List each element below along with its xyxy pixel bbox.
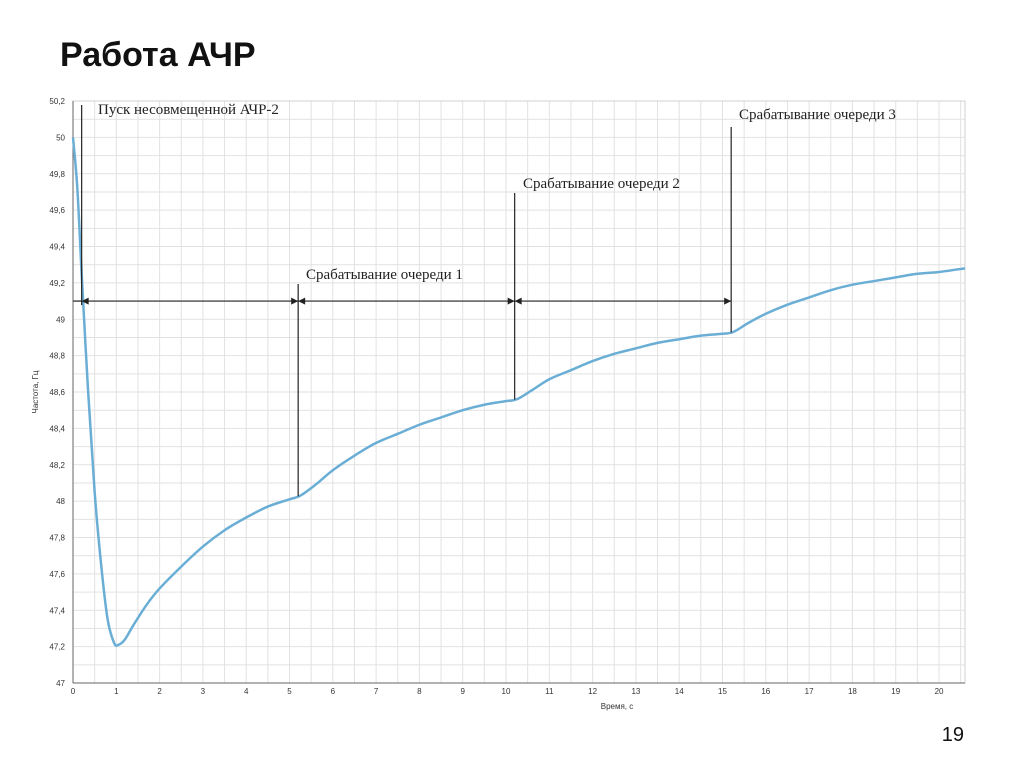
arrowhead-left [514,297,522,305]
x-axis-label: Время, с [601,702,634,711]
x-tick-label: 0 [71,687,76,696]
x-tick-label: 12 [588,687,597,696]
x-tick-label: 8 [417,687,422,696]
x-tick-label: 13 [631,687,640,696]
y-tick-label: 48,8 [49,352,65,361]
y-tick-label: 50,2 [49,97,65,106]
arrowhead-right [724,297,732,305]
arrowhead-left [298,297,306,305]
x-tick-label: 15 [718,687,727,696]
y-tick-label: 47,6 [49,570,65,579]
x-tick-label: 18 [848,687,857,696]
x-tick-label: 3 [201,687,206,696]
event-label: Срабатывание очереди 1 [306,267,463,283]
arrowhead-left [81,297,89,305]
x-tick-label: 19 [891,687,900,696]
y-tick-label: 47 [56,679,65,688]
y-tick-label: 49,4 [49,243,65,252]
x-tick-label: 9 [460,687,465,696]
chart-ticks: 0 1 2 3 4 5 6 7 8 9 10 11 12 13 14 15 16 17 18 19 2050,25049… [49,97,944,696]
y-tick-label: 49,8 [49,170,65,179]
y-tick-label: 49 [56,315,65,324]
page-number: 19 [941,724,964,746]
x-tick-label: 20 [935,687,944,696]
y-tick-label: 49,2 [49,279,65,288]
x-tick-label: 17 [805,687,814,696]
x-tick-label: 1 [114,687,119,696]
y-tick-label: 48 [56,497,65,506]
chart-grid [72,100,966,684]
event-label: Срабатывание очереди 2 [523,176,680,192]
y-tick-label: 48,4 [49,424,65,433]
arrowhead-right [507,297,515,305]
y-tick-label: 47,2 [49,643,65,652]
x-tick-label: 2 [157,687,162,696]
x-tick-label: 14 [675,687,684,696]
event-label: Срабатывание очереди 3 [739,107,896,123]
x-tick-label: 6 [331,687,336,696]
slide-title: Работа АЧР [60,36,256,74]
chart-events: Пуск несовмещенной АЧР-2 Срабатывание оче… [73,102,896,497]
y-tick-label: 47,8 [49,534,65,543]
y-tick-label: 50 [56,133,65,142]
frequency-series-line [71,137,966,647]
x-tick-label: 5 [287,687,292,696]
y-tick-label: 48,2 [49,461,65,470]
arrowhead-right [291,297,299,305]
y-tick-label: 49,6 [49,206,65,215]
x-tick-label: 10 [502,687,511,696]
chart-series [71,137,966,647]
x-tick-label: 4 [244,687,249,696]
x-tick-label: 11 [545,687,554,696]
chart-axes [72,101,965,684]
y-tick-label: 47,4 [49,606,65,615]
x-tick-label: 16 [761,687,770,696]
y-tick-label: 48,6 [49,388,65,397]
x-tick-label: 7 [374,687,379,696]
y-axis-label: Частота, Гц [31,370,40,413]
event-label: Пуск несовмещенной АЧР-2 [98,102,279,118]
